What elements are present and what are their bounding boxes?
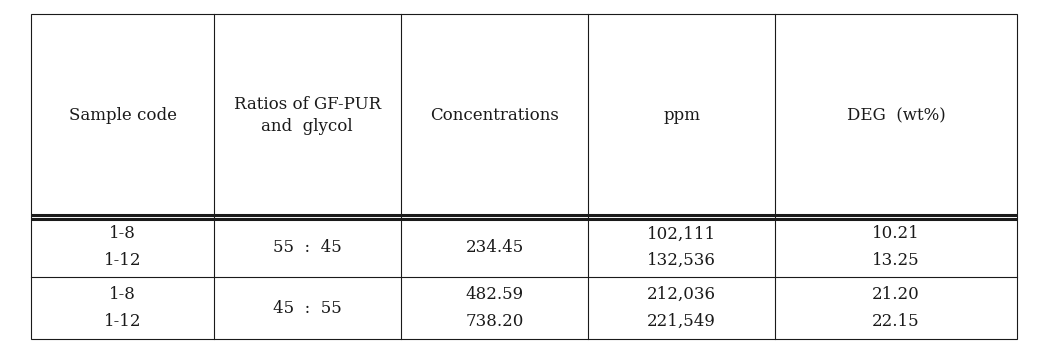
Text: 1-12: 1-12 [104,313,141,330]
Text: Ratios of GF-PUR
and  glycol: Ratios of GF-PUR and glycol [234,96,380,135]
Text: 1-12: 1-12 [104,252,141,269]
Text: 45  :  55: 45 : 55 [272,300,342,317]
Text: 1-8: 1-8 [109,286,136,303]
Text: 234.45: 234.45 [465,239,524,256]
Text: 221,549: 221,549 [648,313,716,330]
Text: 212,036: 212,036 [647,286,716,303]
Text: 1-8: 1-8 [109,226,136,243]
Text: 10.21: 10.21 [872,226,920,243]
Text: 22.15: 22.15 [872,313,920,330]
Text: 482.59: 482.59 [465,286,524,303]
Text: Sample code: Sample code [68,107,176,124]
Text: 55  :  45: 55 : 45 [272,239,342,256]
Text: DEG  (wt%): DEG (wt%) [847,107,945,124]
Text: Concentrations: Concentrations [430,107,559,124]
Text: 102,111: 102,111 [647,226,716,243]
Text: 21.20: 21.20 [872,286,920,303]
Text: 738.20: 738.20 [465,313,524,330]
Text: ppm: ppm [663,107,700,124]
Text: 132,536: 132,536 [648,252,716,269]
Text: 13.25: 13.25 [872,252,920,269]
